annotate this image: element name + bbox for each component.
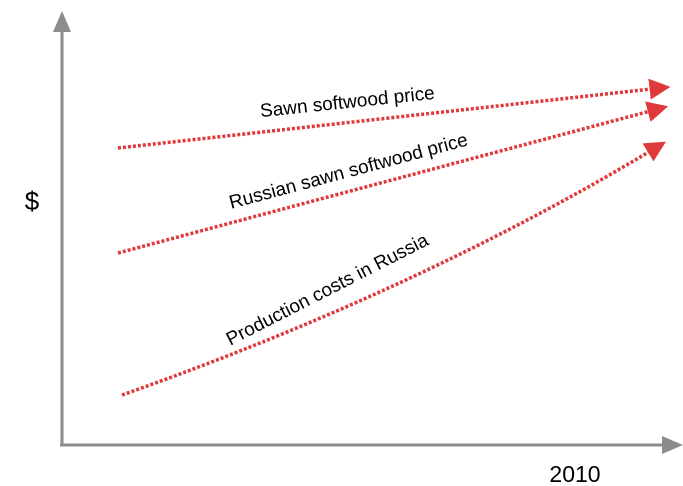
trend-arrow bbox=[117, 78, 671, 150]
y-axis-label: $ bbox=[25, 186, 40, 216]
trend-arrow bbox=[117, 101, 669, 255]
x-axis-label: 2010 bbox=[549, 461, 600, 486]
line-label: Russian sawn softwood price bbox=[227, 130, 470, 214]
trend-arrow bbox=[121, 141, 666, 397]
line-label: Production costs in Russia bbox=[223, 230, 432, 351]
